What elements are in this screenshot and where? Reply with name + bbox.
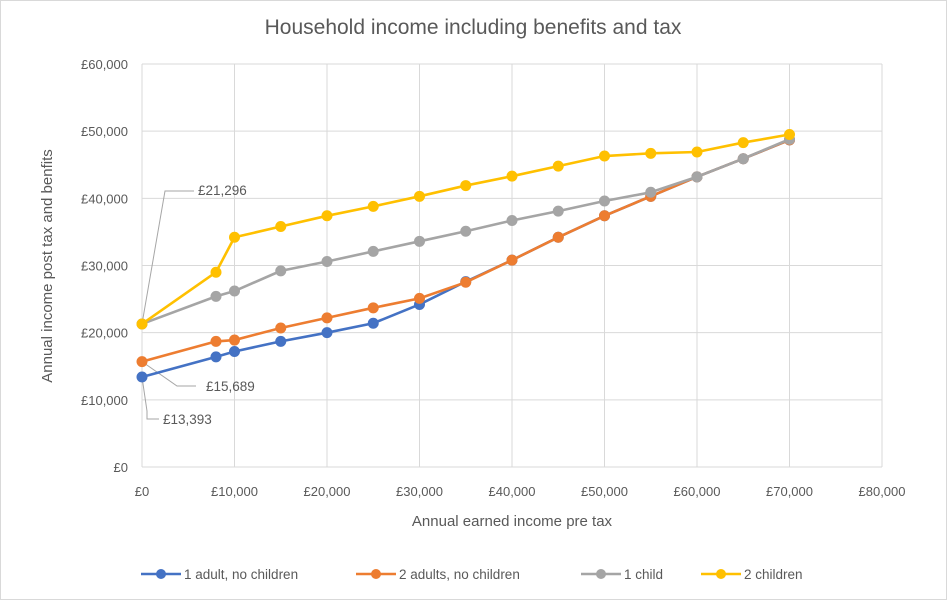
legend-item: 1 adult, no children: [141, 567, 298, 582]
data-point: [229, 285, 240, 297]
y-tick-label: £20,000: [81, 326, 128, 341]
data-point: [210, 351, 222, 363]
data-point: [321, 255, 333, 267]
x-tick-label: £30,000: [396, 484, 443, 499]
x-tick-label: £70,000: [766, 484, 813, 499]
chart-title: Household income including benefits and …: [265, 16, 682, 39]
data-point: [275, 265, 287, 277]
annotation-leader-line: [141, 361, 196, 387]
data-point: [414, 190, 425, 202]
y-tick-label: £0: [114, 460, 128, 475]
legend-marker: [156, 569, 166, 579]
x-tick-label: £50,000: [581, 484, 628, 499]
legend-marker: [716, 569, 726, 579]
x-tick-label: £0: [135, 484, 149, 499]
x-tick-label: £80,000: [859, 484, 906, 499]
annotation-label: £13,393: [163, 412, 212, 427]
data-point: [275, 335, 287, 347]
data-point: [691, 171, 703, 183]
data-point: [414, 292, 425, 304]
y-axis-label: Annual income post tax and benfits: [39, 149, 56, 382]
data-point: [599, 150, 610, 162]
y-tick-label: £60,000: [81, 57, 128, 72]
data-point: [321, 312, 333, 324]
data-point: [229, 334, 240, 346]
data-point: [414, 235, 425, 247]
data-point: [229, 231, 240, 243]
annotations: £21,296 £15,689 £13,393: [141, 183, 255, 427]
data-point: [367, 317, 379, 329]
legend-label: 1 child: [624, 567, 663, 582]
data-point: [210, 335, 222, 347]
legend-marker: [371, 569, 381, 579]
x-tick-label: £40,000: [489, 484, 536, 499]
data-point: [275, 221, 287, 233]
data-point: [552, 205, 564, 217]
series-group: [136, 129, 795, 383]
data-point: [229, 345, 240, 357]
data-point: [136, 318, 148, 330]
legend-label: 2 children: [744, 567, 803, 582]
y-tick-label: £30,000: [81, 259, 128, 274]
legend: 1 adult, no children 2 adults, no childre…: [141, 567, 803, 582]
y-tick-label: £40,000: [81, 191, 128, 206]
series-2: [136, 134, 795, 368]
y-tick-label: £50,000: [81, 124, 128, 139]
annotation-leader-line: [141, 190, 194, 325]
annotation-leader-line: [141, 376, 159, 420]
data-point: [506, 254, 518, 266]
series-4: [136, 129, 795, 330]
x-tick-label: £20,000: [304, 484, 351, 499]
data-point: [460, 180, 472, 192]
x-tick-label: £60,000: [674, 484, 721, 499]
data-point: [599, 210, 610, 222]
y-tick-label: £10,000: [81, 393, 128, 408]
legend-item: 1 child: [581, 567, 663, 582]
series-line: [141, 138, 790, 363]
x-axis-label: Annual earned income pre tax: [412, 513, 613, 530]
data-point: [645, 147, 657, 159]
legend-label: 2 adults, no children: [399, 567, 520, 582]
data-point: [784, 129, 795, 141]
data-point: [210, 290, 222, 302]
annotation-label: £15,689: [206, 379, 255, 394]
tick-labels: £0 £10,000 £20,000 £30,000 £40,000 £50,000 £60…: [81, 57, 906, 499]
data-point: [136, 371, 148, 383]
data-point: [552, 160, 564, 172]
series-3: [136, 133, 795, 330]
x-tick-label: £10,000: [211, 484, 258, 499]
data-point: [321, 210, 333, 222]
data-point: [506, 170, 518, 182]
annotation-label: £21,296: [198, 183, 247, 198]
data-point: [645, 186, 657, 198]
data-point: [367, 245, 379, 257]
legend-marker: [596, 569, 606, 579]
grid: [141, 63, 883, 468]
data-point: [460, 276, 472, 288]
legend-item: 2 adults, no children: [356, 567, 520, 582]
data-point: [737, 153, 749, 165]
data-point: [691, 146, 703, 158]
data-point: [210, 266, 222, 278]
data-point: [552, 231, 564, 243]
data-point: [506, 214, 518, 226]
data-point: [275, 322, 287, 334]
data-point: [460, 225, 472, 237]
data-point: [321, 327, 333, 339]
legend-label: 1 adult, no children: [184, 567, 298, 582]
data-point: [599, 195, 610, 207]
data-point: [367, 302, 379, 314]
data-point: [367, 200, 379, 212]
legend-item: 2 children: [701, 567, 803, 582]
data-point: [136, 356, 148, 368]
data-point: [737, 137, 749, 149]
